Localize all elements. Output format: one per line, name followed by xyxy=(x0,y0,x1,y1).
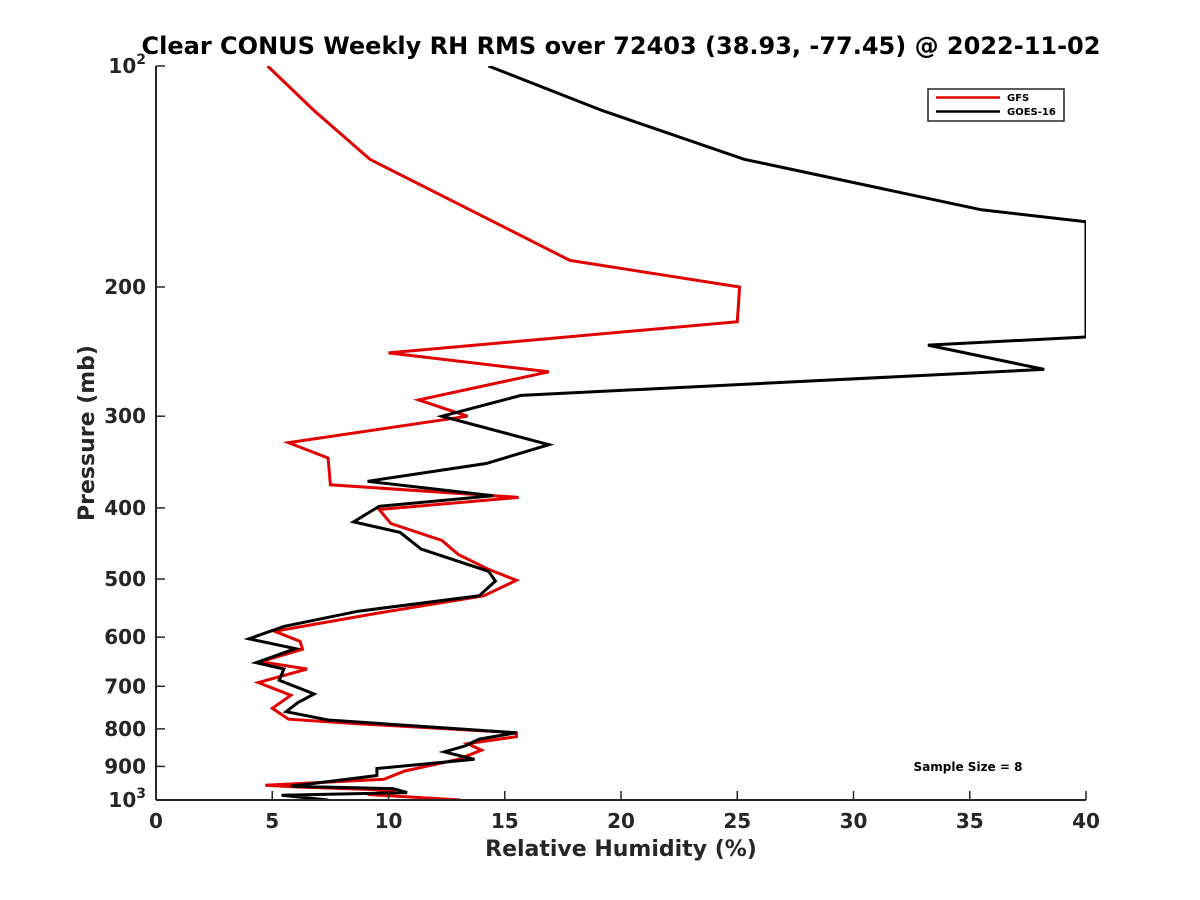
x-tick-label: 40 xyxy=(1072,809,1100,833)
y-tick-label: 200 xyxy=(104,275,146,299)
chart-title: Clear CONUS Weekly RH RMS over 72403 (38… xyxy=(142,32,1101,60)
x-tick-label: 0 xyxy=(149,809,163,833)
series-layer xyxy=(243,66,1086,800)
y-axis-ticks: 102 200 300 400 500 600 700 800 900 103 xyxy=(104,52,165,812)
y-tick-label: 600 xyxy=(104,625,146,649)
legend-label-goes-16: GOES-16 xyxy=(1007,107,1056,118)
y-tick-label: 900 xyxy=(104,754,146,778)
x-tick-label: 35 xyxy=(956,809,984,833)
x-tick-label: 15 xyxy=(491,809,519,833)
y-axis-label: Pressure (mb) xyxy=(75,345,100,521)
series-line-goes-16 xyxy=(243,66,1086,800)
legend-box xyxy=(927,88,1065,122)
legend-label-gfs: GFS xyxy=(1007,93,1029,104)
y-tick-label: 103 xyxy=(108,786,146,812)
y-tick-label: 500 xyxy=(104,567,146,591)
y-tick-label: 300 xyxy=(104,404,146,428)
x-tick-label: 20 xyxy=(607,809,635,833)
sample-size-annotation: Sample Size = 8 xyxy=(914,760,1023,774)
x-tick-label: 10 xyxy=(375,809,403,833)
x-tick-label: 5 xyxy=(265,809,279,833)
y-tick-label: 102 xyxy=(108,52,146,78)
y-tick-label: 700 xyxy=(104,674,146,698)
legend: GFS GOES-16 xyxy=(927,88,1065,122)
x-tick-label: 30 xyxy=(840,809,868,833)
x-tick-label: 25 xyxy=(723,809,751,833)
x-axis-label: Relative Humidity (%) xyxy=(485,837,757,862)
x-axis-ticks: 0 5 10 15 20 25 30 35 40 xyxy=(149,791,1100,833)
y-tick-label: 800 xyxy=(104,717,146,741)
series-line-gfs xyxy=(253,66,742,800)
y-tick-label: 400 xyxy=(104,496,146,520)
